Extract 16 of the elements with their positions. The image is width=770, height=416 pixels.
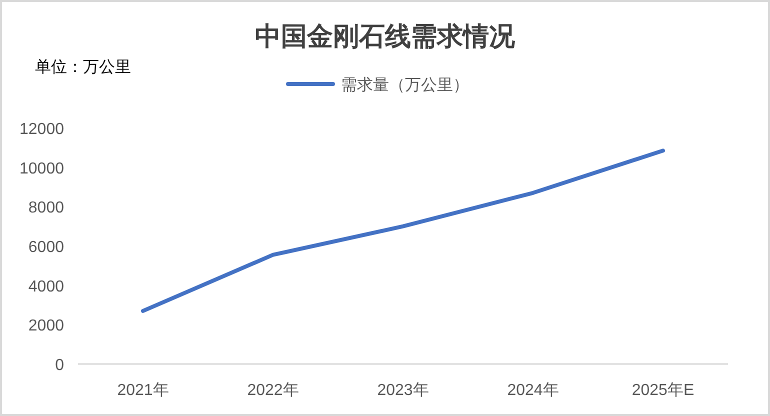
- y-tick-label: 12000: [20, 121, 64, 138]
- x-tick-label: 2021年: [117, 382, 169, 399]
- y-tick-label: 2000: [28, 318, 64, 335]
- y-tick-label: 6000: [28, 239, 64, 256]
- line-series: [141, 148, 665, 313]
- y-axis-title: 单位：万公里: [35, 57, 131, 76]
- y-tick-label: 0: [55, 357, 64, 374]
- y-tick-label: 10000: [20, 160, 64, 178]
- x-tick-label: 2023年: [377, 382, 429, 399]
- x-tick-label: 2025年E: [632, 382, 694, 399]
- y-tick-label: 4000: [28, 278, 64, 296]
- chart-title: 中国金刚石线需求情况: [255, 22, 516, 52]
- x-tick-label: 2022年: [247, 382, 299, 399]
- x-tick-label: 2024年: [507, 382, 559, 399]
- legend-label: 需求量（万公里）: [341, 75, 469, 94]
- y-tick-label: 8000: [28, 200, 64, 217]
